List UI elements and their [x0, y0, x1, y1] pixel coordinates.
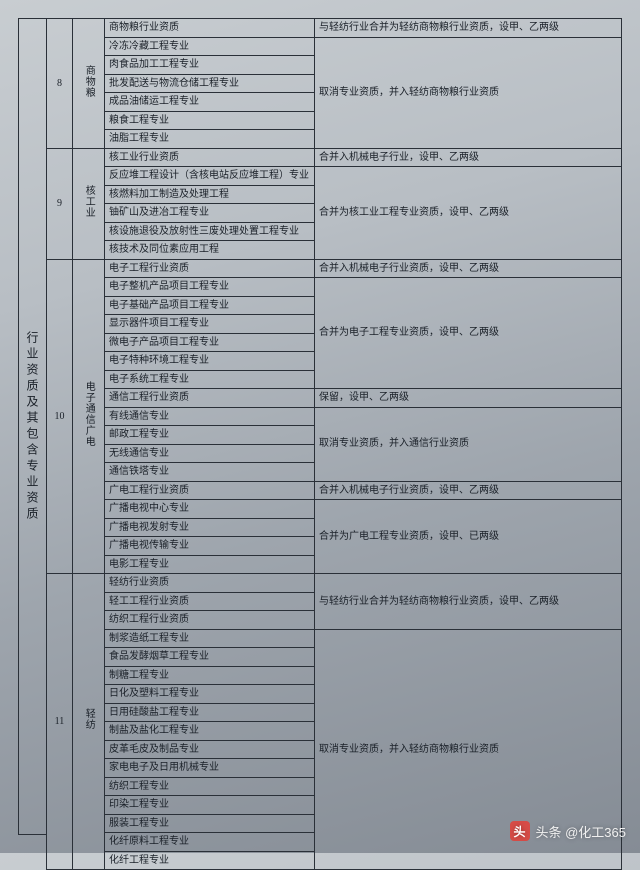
qualification-item: 皮革毛皮及制品专业 — [105, 740, 315, 759]
qualification-item: 有线通信专业 — [105, 407, 315, 426]
qualification-item: 通信铁塔专业 — [105, 463, 315, 482]
table-row: 通信工程行业资质保留，设甲、乙两级 — [47, 389, 622, 408]
qualification-item: 食品发酵烟草工程专业 — [105, 648, 315, 667]
qualification-item: 显示器件项目工程专业 — [105, 315, 315, 334]
qualification-note: 合并为核工业工程专业资质，设甲、乙两级 — [315, 167, 622, 260]
group-number: 9 — [47, 148, 73, 259]
qualification-item: 纺织工程专业 — [105, 777, 315, 796]
watermark-text: 头条 @化工365 — [536, 822, 627, 841]
qualification-item: 纺织工程行业资质 — [105, 611, 315, 630]
qualification-item: 广播电视中心专业 — [105, 500, 315, 519]
table-row: 9核工业核工业行业资质合并入机械电子行业，设甲、乙两级 — [47, 148, 622, 167]
qualification-note: 合并入机械电子行业资质，设甲、乙两级 — [315, 259, 622, 278]
qualification-note: 合并入机械电子行业资质，设甲、乙两级 — [315, 481, 622, 500]
group-category: 商物粮 — [73, 19, 105, 149]
table-row: 广播电视中心专业合并为广电工程专业资质，设甲、已两级 — [47, 500, 622, 519]
qualification-item: 广播电视发射专业 — [105, 518, 315, 537]
table-row: 8商物粮商物粮行业资质与轻纺行业合并为轻纺商物粮行业资质，设甲、乙两级 — [47, 19, 622, 38]
qualification-item: 电子系统工程专业 — [105, 370, 315, 389]
qualification-note: 取消专业资质，并入轻纺商物粮行业资质 — [315, 37, 622, 148]
group-category: 轻纺 — [73, 574, 105, 870]
qualification-note: 合并为广电工程专业资质，设甲、已两级 — [315, 500, 622, 574]
qualification-item: 邮政工程专业 — [105, 426, 315, 445]
group-category: 核工业 — [73, 148, 105, 259]
qualification-note: 保留，设甲、乙两级 — [315, 389, 622, 408]
table-row: 有线通信专业取消专业资质，并入通信行业资质 — [47, 407, 622, 426]
qualification-item: 商物粮行业资质 — [105, 19, 315, 38]
group-category: 电子通信广电 — [73, 259, 105, 574]
qualification-item: 核技术及同位素应用工程 — [105, 241, 315, 260]
qualification-note: 合并入机械电子行业，设甲、乙两级 — [315, 148, 622, 167]
sidebar: 行业资质及其包含专业资质 — [18, 18, 46, 835]
qualification-item: 粮食工程专业 — [105, 111, 315, 130]
group-number: 8 — [47, 19, 73, 149]
table-row: 冷冻冷藏工程专业取消专业资质，并入轻纺商物粮行业资质 — [47, 37, 622, 56]
qualification-item: 微电子产品项目工程专业 — [105, 333, 315, 352]
qualification-item: 广播电视传输专业 — [105, 537, 315, 556]
qualification-item: 轻纺行业资质 — [105, 574, 315, 593]
qualification-item: 成品油储运工程专业 — [105, 93, 315, 112]
table-row: 制浆造纸工程专业取消专业资质，并入轻纺商物粮行业资质 — [47, 629, 622, 648]
qualification-item: 轻工工程行业资质 — [105, 592, 315, 611]
table-row: 反应堆工程设计（含核电站反应堆工程）专业合并为核工业工程专业资质，设甲、乙两级 — [47, 167, 622, 186]
group-number: 10 — [47, 259, 73, 574]
table-row: 广电工程行业资质合并入机械电子行业资质，设甲、乙两级 — [47, 481, 622, 500]
qualification-item: 日化及塑料工程专业 — [105, 685, 315, 704]
table-row: 电子整机产品项目工程专业合并为电子工程专业资质，设甲、乙两级 — [47, 278, 622, 297]
qualification-note: 与轻纺行业合并为轻纺商物粮行业资质，设甲、乙两级 — [315, 19, 622, 38]
qualification-item: 无线通信专业 — [105, 444, 315, 463]
qualification-item: 核设施退役及放射性三废处理处置工程专业 — [105, 222, 315, 241]
sidebar-label: 行业资质及其包含专业资质 — [24, 331, 41, 523]
table-row: 10电子通信广电电子工程行业资质合并入机械电子行业资质，设甲、乙两级 — [47, 259, 622, 278]
qualification-item: 电子特种环境工程专业 — [105, 352, 315, 371]
qualification-item: 电子整机产品项目工程专业 — [105, 278, 315, 297]
qualification-item: 油脂工程专业 — [105, 130, 315, 149]
qualification-item: 服装工程专业 — [105, 814, 315, 833]
qualification-item: 制盐及盐化工程专业 — [105, 722, 315, 741]
qualification-item: 印染工程专业 — [105, 796, 315, 815]
qualification-note: 取消专业资质，并入通信行业资质 — [315, 407, 622, 481]
table-row: 11轻纺轻纺行业资质与轻纺行业合并为轻纺商物粮行业资质，设甲、乙两级 — [47, 574, 622, 593]
qualification-item: 反应堆工程设计（含核电站反应堆工程）专业 — [105, 167, 315, 186]
qualification-item: 通信工程行业资质 — [105, 389, 315, 408]
qualification-item: 广电工程行业资质 — [105, 481, 315, 500]
qualification-item: 冷冻冷藏工程专业 — [105, 37, 315, 56]
qualification-item: 批发配送与物流仓储工程专业 — [105, 74, 315, 93]
qualification-item: 铀矿山及进冶工程专业 — [105, 204, 315, 223]
qualification-item: 核工业行业资质 — [105, 148, 315, 167]
watermark: 头 头条 @化工365 — [510, 821, 627, 841]
group-number: 11 — [47, 574, 73, 870]
qualification-item: 核燃料加工制造及处理工程 — [105, 185, 315, 204]
qualification-item: 化纤原料工程专业 — [105, 833, 315, 852]
qualification-item: 化纤工程专业 — [105, 851, 315, 870]
qualification-item: 电子基础产品项目工程专业 — [105, 296, 315, 315]
qualification-item: 肉食品加工工程专业 — [105, 56, 315, 75]
page: 行业资质及其包含专业资质 8商物粮商物粮行业资质与轻纺行业合并为轻纺商物粮行业资… — [18, 18, 622, 835]
qualification-item: 电影工程专业 — [105, 555, 315, 574]
qualification-item: 日用硅酸盐工程专业 — [105, 703, 315, 722]
qualification-note: 与轻纺行业合并为轻纺商物粮行业资质，设甲、乙两级 — [315, 574, 622, 630]
qualification-item: 家电电子及日用机械专业 — [105, 759, 315, 778]
qualification-note: 合并为电子工程专业资质，设甲、乙两级 — [315, 278, 622, 389]
qualification-item: 制糖工程专业 — [105, 666, 315, 685]
qualification-item: 制浆造纸工程专业 — [105, 629, 315, 648]
qualification-item: 电子工程行业资质 — [105, 259, 315, 278]
watermark-icon: 头 — [510, 821, 530, 841]
qualification-table: 8商物粮商物粮行业资质与轻纺行业合并为轻纺商物粮行业资质，设甲、乙两级冷冻冷藏工… — [46, 18, 622, 870]
